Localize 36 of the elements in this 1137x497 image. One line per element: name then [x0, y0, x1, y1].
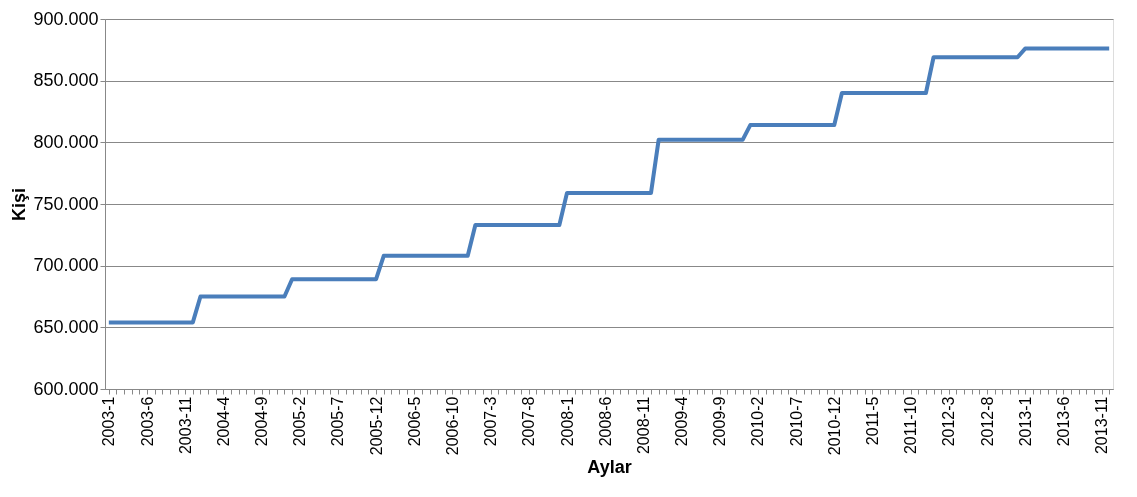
y-tick-label: 750.000 [33, 193, 99, 214]
x-tick-label: 2012-8 [978, 396, 996, 447]
x-axis-title: Aylar [587, 457, 632, 478]
y-tick-label: 850.000 [33, 70, 99, 91]
x-tick-label: 2007-8 [520, 396, 538, 447]
y-axis-title: Kişi [9, 187, 30, 222]
x-tick-label: 2013-11 [1093, 396, 1111, 455]
x-tick-label: 2003-6 [138, 396, 156, 447]
x-tick-label: 2010-2 [749, 396, 767, 447]
x-tick-label: 2005-2 [291, 396, 309, 447]
y-tick-label: 600.000 [33, 378, 99, 399]
x-tick-label: 2008-11 [634, 396, 652, 455]
x-tick-label: 2005-12 [367, 396, 385, 456]
x-tick-label: 2010-7 [787, 396, 805, 447]
y-tick-label: 700.000 [33, 255, 99, 276]
y-tick-label: 900.000 [33, 8, 99, 29]
x-tick-label: 2012-3 [940, 396, 958, 447]
x-tick-label: 2011-10 [902, 396, 920, 455]
x-tick-label: 2005-7 [329, 396, 347, 447]
x-tick-label: 2006-10 [443, 396, 461, 456]
x-tick-label: 2004-9 [253, 396, 271, 447]
x-tick-label: 2011-5 [863, 396, 881, 446]
x-tick-label: 2007-3 [482, 396, 500, 447]
x-tick-label: 2010-12 [825, 396, 843, 456]
x-tick-label: 2008-6 [596, 396, 614, 447]
x-tick-label: 2006-5 [405, 396, 423, 447]
y-tick-label: 800.000 [33, 131, 99, 152]
x-tick-label: 2009-4 [673, 396, 691, 447]
y-tick-label: 650.000 [33, 316, 99, 337]
x-tick-label: 2013-1 [1016, 396, 1034, 447]
x-tick-label: 2003-1 [100, 396, 118, 447]
x-tick-label: 2003-11 [176, 396, 194, 455]
x-tick-label: 2004-4 [214, 396, 232, 447]
x-tick-label: 2008-1 [558, 396, 576, 447]
x-tick-label: 2009-9 [711, 396, 729, 447]
x-tick-label: 2013-6 [1054, 396, 1072, 447]
